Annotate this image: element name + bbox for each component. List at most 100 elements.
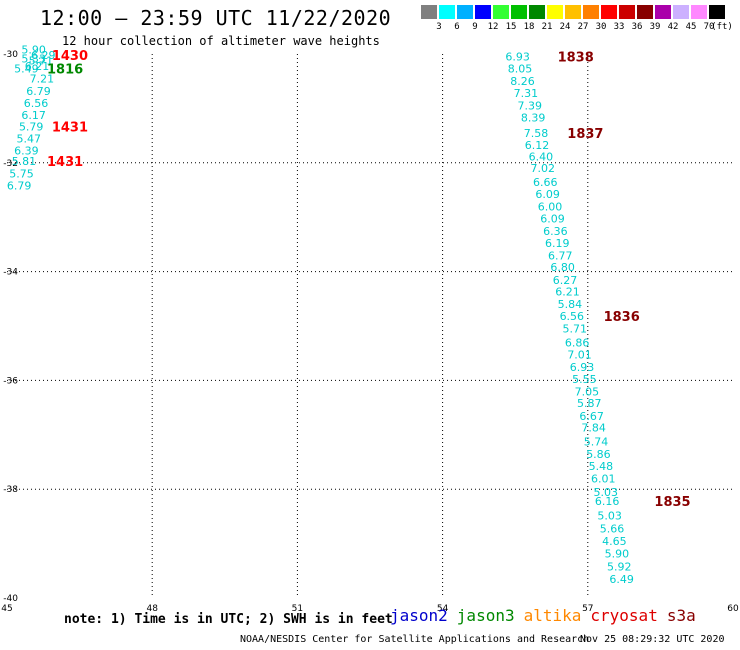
legend-label: 6	[454, 22, 460, 32]
map-subtitle: 12 hour collection of altimeter wave hei…	[62, 34, 380, 48]
pass-time-label: 1837	[567, 127, 603, 142]
wave-height-point: 5.79	[19, 120, 44, 133]
footer-note: note: 1) Time is in UTC; 2) SWH is in fe…	[64, 612, 393, 627]
satellite-name: s3a	[666, 606, 696, 625]
wave-height-point: 7.21	[30, 72, 55, 85]
y-tick-label: -34	[3, 268, 18, 278]
x-tick-label: 45	[1, 604, 12, 614]
wave-height-point: 5.03	[597, 509, 622, 522]
satellite-legend: jason2 jason3 altika cryosat s3a	[390, 606, 705, 625]
wave-height-point: 4.65	[602, 535, 627, 548]
pass-time-label: 1835	[654, 495, 690, 510]
wave-height-point: 5.75	[9, 168, 34, 181]
pass-time-label: 1816	[47, 63, 83, 78]
legend-label: 15	[505, 22, 517, 32]
y-tick-label: -38	[3, 485, 18, 495]
legend-label: 39	[649, 22, 661, 32]
legend-swatch	[421, 5, 438, 19]
wave-height-point: 5.71	[562, 323, 587, 336]
wave-height-point: 6.79	[26, 85, 51, 98]
legend-swatch	[529, 5, 546, 19]
legend-label: 3	[436, 22, 442, 32]
wave-height-point: 7.84	[581, 422, 606, 435]
satellite-name: jason3	[456, 606, 515, 625]
legend-label: 18	[523, 22, 535, 32]
wave-height-point: 5.86	[586, 448, 611, 461]
x-tick-label: 60	[727, 604, 739, 614]
legend-swatch	[511, 5, 528, 19]
legend-label: 12	[487, 22, 499, 32]
wave-height-point: 5.87	[577, 397, 602, 410]
satellite-name: cryosat	[590, 606, 658, 625]
wave-height-point: 6.39	[14, 144, 39, 157]
legend-swatch	[637, 5, 654, 19]
wave-height-point: 5.90	[21, 44, 46, 57]
wave-height-point: 7.05	[575, 385, 600, 398]
satellite-name: jason2	[390, 606, 448, 625]
wave-height-point: 5.92	[607, 560, 632, 573]
wave-height-point: 6.09	[535, 188, 560, 201]
wave-height-point: 7.02	[531, 162, 556, 175]
y-tick-label: -40	[3, 594, 18, 604]
legend-label: 9	[472, 22, 478, 32]
y-tick-label: -30	[3, 50, 18, 60]
legend-swatch	[655, 5, 672, 19]
wave-height-point: 8.39	[521, 112, 546, 125]
generated-timestamp: Nov 25 08:29:32 UTC 2020	[580, 634, 725, 645]
wave-height-point: 6.29	[31, 49, 56, 62]
x-tick-label: 57	[582, 604, 593, 614]
y-tick-label: -36	[3, 376, 18, 386]
legend-unit: (ft)	[711, 22, 733, 32]
wave-height-point: 8.26	[510, 75, 535, 88]
legend-swatch	[547, 5, 564, 19]
wave-height-point: 6.93	[505, 51, 530, 64]
wave-height-point: 6.56	[560, 310, 585, 323]
wave-height-point: 5.48	[589, 460, 614, 473]
wave-height-point: 6.17	[21, 109, 46, 122]
pass-time-label: 1431	[52, 120, 88, 135]
satellite-name: altika	[523, 606, 582, 625]
wave-height-point: 6.01	[591, 472, 616, 485]
wave-height-point: 7.39	[517, 100, 542, 113]
credit-line: NOAA/NESDIS Center for Satellite Applica…	[240, 634, 590, 645]
legend-swatch	[439, 5, 456, 19]
wave-height-point: 8.05	[508, 63, 533, 76]
wave-height-point: 6.49	[609, 573, 634, 586]
x-tick-label: 54	[437, 604, 449, 614]
legend-label: 42	[667, 22, 679, 32]
pass-time-label: 1836	[604, 310, 640, 325]
wave-height-point: 6.93	[570, 361, 595, 374]
wave-height-point: 6.19	[545, 237, 570, 250]
wave-height-point: 6.21	[555, 286, 580, 299]
wave-height-point: 7.01	[567, 348, 592, 361]
wave-height-point: 6.56	[24, 97, 49, 110]
wave-height-point: 6.16	[595, 495, 620, 508]
wave-height-point: 5.81	[12, 155, 37, 168]
wave-height-point: 6.40	[529, 150, 554, 163]
wave-height-point: 6.80	[550, 261, 575, 274]
legend-label: 70	[703, 22, 715, 32]
legend-label: 36	[631, 22, 643, 32]
legend-swatch	[457, 5, 474, 19]
wave-height-point: 6.21	[25, 60, 50, 73]
wave-height-point: 6.00	[538, 200, 563, 213]
y-tick-label: -32	[3, 159, 18, 169]
pass-time-label: 1431	[47, 155, 83, 170]
legend-swatch	[709, 5, 726, 19]
wave-height-point: 7.31	[514, 87, 539, 100]
wave-height-point: 5.33	[21, 52, 46, 65]
wave-height-point: 6.27	[553, 274, 578, 287]
legend-swatch	[601, 5, 618, 19]
wave-height-point: 6.12	[525, 139, 550, 152]
wave-height-point: 5.49	[14, 63, 39, 76]
legend-label: 27	[577, 22, 589, 32]
legend-label: 45	[685, 22, 697, 32]
legend-swatch	[619, 5, 636, 19]
legend-label: 33	[613, 22, 625, 32]
wave-height-point: 5.90	[605, 547, 630, 560]
color-scale-legend: 3 6 9 12 15 18 21 24 27 30 33 36 39 42 45 70 (ft)	[421, 5, 733, 35]
wave-height-point: 5.03	[593, 486, 618, 499]
wave-height-point: 6.86	[565, 336, 590, 349]
wave-height-point: 6.77	[548, 249, 573, 262]
